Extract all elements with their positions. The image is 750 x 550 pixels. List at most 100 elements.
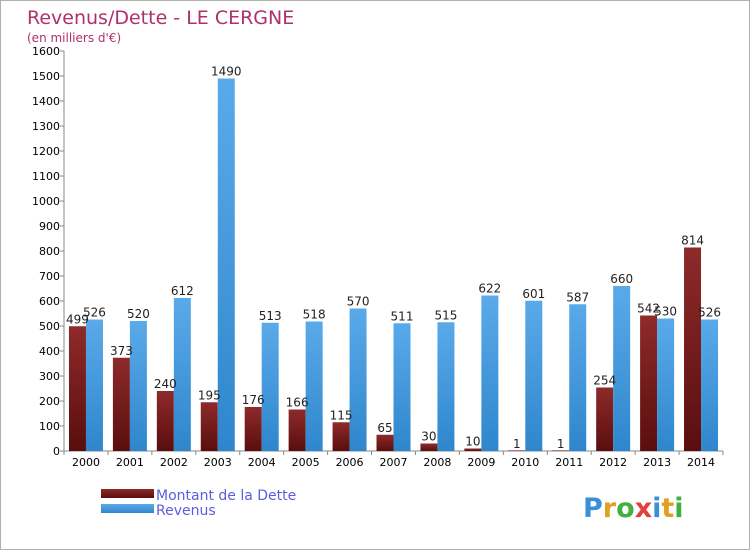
y-tick-label: 1000 <box>32 195 60 208</box>
x-tick-label: 2014 <box>687 456 715 469</box>
bar-revenus <box>393 323 411 451</box>
bar-debt <box>552 450 570 451</box>
bar-revenus <box>349 308 367 451</box>
value-label-debt: 542 <box>637 302 660 316</box>
bars <box>68 78 719 451</box>
y-tick-label: 800 <box>39 245 60 258</box>
value-label-debt: 30 <box>421 430 436 444</box>
bar-revenus <box>437 322 455 451</box>
y-tick-label: 300 <box>39 370 60 383</box>
value-label-debt: 65 <box>377 421 392 435</box>
y-tick-label: 700 <box>39 270 60 283</box>
value-label-revenus: 526 <box>698 306 721 320</box>
x-tick-label: 2011 <box>555 456 583 469</box>
value-label-debt: 1 <box>513 437 521 451</box>
x-tick-label: 2006 <box>336 456 364 469</box>
y-tick-label: 0 <box>53 445 60 458</box>
y-tick-label: 900 <box>39 220 60 233</box>
y-tick-label: 1200 <box>32 145 60 158</box>
y-tick-label: 1600 <box>32 45 60 58</box>
logo-letter: i <box>652 493 661 524</box>
y-tick-label: 1300 <box>32 120 60 133</box>
logo-letter: t <box>661 493 674 524</box>
bar-revenus <box>85 319 103 451</box>
value-label-revenus: 660 <box>610 272 633 286</box>
bar-debt <box>464 448 482 451</box>
bar-revenus <box>217 78 235 451</box>
y-tick-label: 1400 <box>32 95 60 108</box>
bar-debt <box>156 391 174 451</box>
bar-debt <box>200 402 218 451</box>
value-label-revenus: 520 <box>127 307 150 321</box>
x-tick-label: 2004 <box>248 456 276 469</box>
bar-revenus <box>173 298 191 451</box>
chart-subtitle: (en milliers d'€) <box>27 31 121 45</box>
bar-revenus <box>701 319 719 451</box>
x-tick-label: 2008 <box>423 456 451 469</box>
logo-letter: x <box>635 493 652 524</box>
legend-label-debt: Montant de la Dette <box>156 488 296 504</box>
bar-debt <box>596 387 614 451</box>
value-labels: 499 373 240 195 176 166 115 65 30 10 1 1 254 542 814 52… <box>66 65 721 451</box>
bar-revenus <box>129 321 147 451</box>
logo-letter: r <box>603 493 617 524</box>
value-label-revenus: 1490 <box>211 65 242 79</box>
x-tick-label: 2003 <box>204 456 232 469</box>
bar-debt <box>244 407 262 451</box>
value-label-debt: 195 <box>198 388 221 402</box>
value-label-debt: 115 <box>330 408 353 422</box>
y-tick-label: 100 <box>39 420 60 433</box>
x-tick-label: 2007 <box>380 456 408 469</box>
legend-item-revenus: Revenus <box>101 503 216 519</box>
bar-revenus <box>481 295 499 451</box>
logo-letter: P <box>583 493 603 524</box>
value-label-revenus: 518 <box>303 308 326 322</box>
proxiti-logo: Proxiti <box>583 493 684 524</box>
legend-item-debt: Montant de la Dette <box>101 488 296 504</box>
y-tick-label: 600 <box>39 295 60 308</box>
x-tick-label: 2013 <box>643 456 671 469</box>
x-tick-label: 2012 <box>599 456 627 469</box>
bar-debt <box>68 326 86 451</box>
legend: Montant de la Dette Revenus <box>101 488 296 519</box>
x-axis: 2000 2001 2002 2003 2004 2005 2006 2007 2008 2009… <box>63 450 724 469</box>
bar-debt <box>508 450 526 451</box>
value-label-revenus: 622 <box>478 282 501 296</box>
value-label-revenus: 515 <box>434 308 457 322</box>
value-label-revenus: 526 <box>83 306 106 320</box>
value-label-revenus: 513 <box>259 309 282 323</box>
logo-letter: o <box>616 493 635 524</box>
value-label-debt: 373 <box>110 344 133 358</box>
x-tick-label: 2000 <box>72 456 100 469</box>
value-label-debt: 1 <box>557 437 565 451</box>
x-tick-label: 2001 <box>116 456 144 469</box>
value-label-revenus: 511 <box>391 309 414 323</box>
x-tick-label: 2009 <box>467 456 495 469</box>
x-tick-label: 2005 <box>292 456 320 469</box>
legend-swatch-revenus <box>101 504 154 513</box>
y-axis: 0 100 200 300 400 500 600 700 800 900 1000 1100 1200… <box>32 45 65 458</box>
value-label-revenus: 570 <box>347 295 370 309</box>
bar-revenus <box>305 321 323 451</box>
value-label-revenus: 612 <box>171 284 194 298</box>
value-label-debt: 240 <box>154 377 177 391</box>
bar-debt <box>640 315 658 451</box>
legend-swatch-debt <box>101 489 154 498</box>
y-tick-label: 500 <box>39 320 60 333</box>
bar-debt <box>420 443 438 451</box>
bar-revenus <box>261 322 279 451</box>
x-tick-label: 2010 <box>511 456 539 469</box>
bar-revenus <box>613 286 631 451</box>
y-tick-label: 400 <box>39 345 60 358</box>
value-label-debt: 254 <box>593 374 616 388</box>
value-label-debt: 166 <box>286 396 309 410</box>
y-tick-label: 200 <box>39 395 60 408</box>
bar-debt <box>112 357 130 451</box>
logo-letter: i <box>674 493 683 524</box>
value-label-debt: 10 <box>465 435 480 449</box>
bar-debt <box>684 247 702 451</box>
bar-revenus <box>569 304 587 451</box>
bar-revenus <box>525 300 543 451</box>
